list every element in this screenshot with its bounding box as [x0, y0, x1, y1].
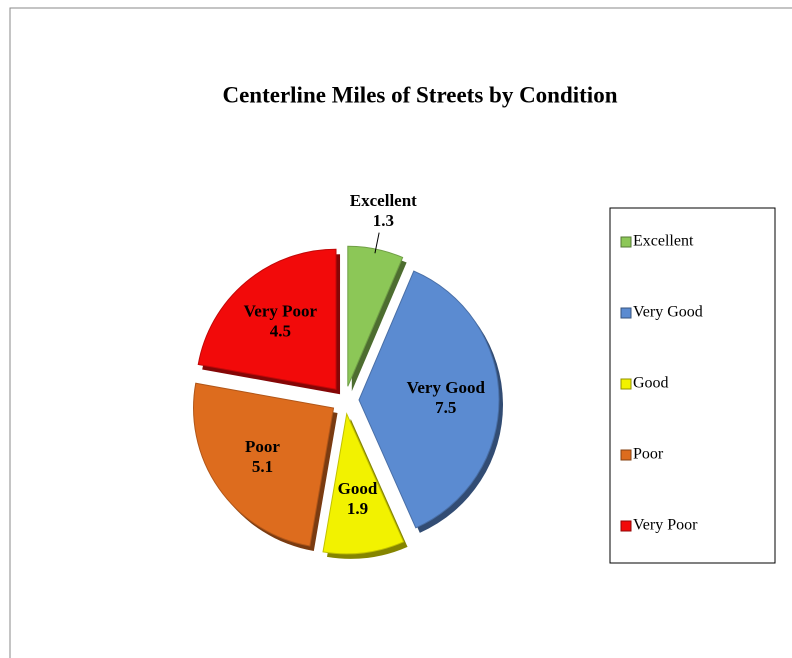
slice	[197, 248, 337, 390]
legend-swatch	[620, 307, 632, 319]
legend-label: Very Poor	[633, 517, 698, 534]
slice	[322, 412, 405, 555]
legend-label: Excellent	[633, 233, 694, 250]
slice	[358, 270, 500, 529]
chart-title: Centerline Miles of Streets by Condition	[222, 82, 617, 107]
data-label: 5.1	[252, 457, 273, 476]
data-label-name: Very Poor	[244, 302, 318, 321]
legend-label: Good	[633, 375, 669, 392]
data-label: 1.9	[347, 499, 368, 518]
data-label-name: Good	[338, 479, 378, 498]
legend-swatch	[620, 520, 632, 532]
slice	[193, 382, 335, 547]
data-label: 7.5	[435, 398, 456, 417]
leader-line	[374, 232, 380, 254]
legend-label: Poor	[633, 446, 664, 463]
data-label: 4.5	[270, 322, 291, 341]
data-label: 1.3	[373, 211, 394, 230]
data-label-name: Very Good	[407, 378, 486, 397]
legend-box	[609, 207, 776, 564]
data-label-name: Excellent	[350, 191, 417, 210]
legend-swatch	[620, 449, 632, 461]
data-label-name: Poor	[245, 437, 280, 456]
legend-label: Very Good	[633, 304, 703, 321]
legend-swatch	[620, 378, 632, 390]
legend-swatch	[620, 236, 632, 248]
